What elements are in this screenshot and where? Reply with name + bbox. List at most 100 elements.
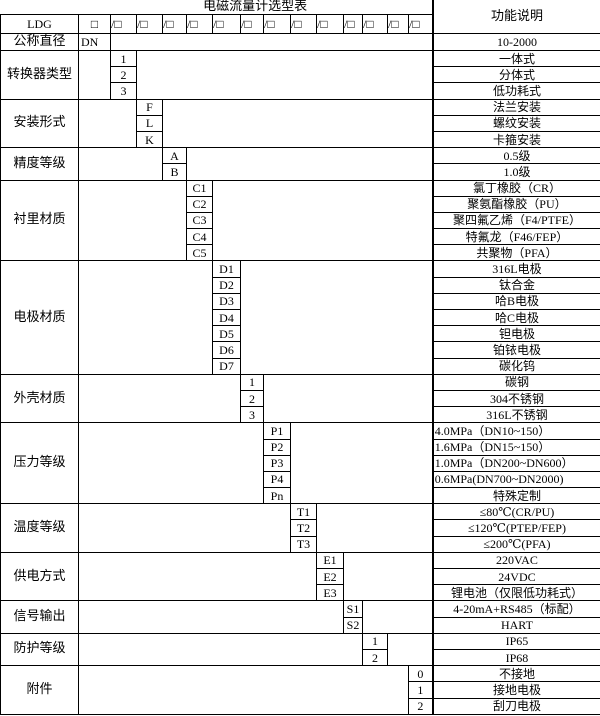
- option-row: 附件 0 不接地: [0, 665, 600, 715]
- option-description: 不接地: [431, 665, 600, 683]
- option-code: D4: [212, 308, 241, 327]
- option-description: 聚氨酯橡胶（PU）: [431, 195, 600, 213]
- option-code: 3: [240, 406, 264, 424]
- nominal-diameter-label: 公称直径: [0, 33, 79, 51]
- option-code: S2: [343, 616, 363, 634]
- option-row: 信号输出 S1 4-20mA+RS485（标配）: [0, 600, 600, 634]
- option-row: 衬里材质 C1 氯丁橡胶（CR）: [0, 179, 600, 262]
- option-code: L: [136, 114, 163, 132]
- option-code: A: [162, 147, 187, 165]
- option-description: 铂铱电极: [431, 341, 600, 359]
- option-code: D3: [212, 292, 241, 311]
- model-slot: /□: [186, 14, 213, 34]
- blank-cell: [78, 665, 409, 715]
- blank-cell: [161, 98, 434, 149]
- option-code: 3: [110, 82, 137, 100]
- blank-cell: [239, 260, 434, 375]
- option-description: IP68: [431, 648, 600, 667]
- nominal-diameter-code: DN: [78, 33, 111, 51]
- model-slot: /□: [343, 14, 363, 34]
- option-row: D6 铂铱电极: [1, 341, 600, 359]
- option-row: 3 低功耗式: [1, 82, 600, 100]
- option-description: 1.0MPa（DN200~DN600）: [431, 454, 600, 472]
- group-label: 附件: [0, 665, 79, 715]
- option-row: 2 刮刀电极: [1, 697, 600, 715]
- blank-cell: [78, 260, 213, 375]
- blank-cell: [315, 503, 434, 553]
- blank-cell: [185, 147, 434, 181]
- option-code: F: [136, 98, 163, 116]
- blank-cell: [78, 503, 291, 553]
- model-slot: /□: [316, 14, 344, 34]
- option-code: D2: [212, 276, 241, 294]
- model-slot: /□: [362, 14, 388, 34]
- model-slot: /□: [290, 14, 317, 34]
- option-description: 碳钢: [431, 373, 600, 391]
- option-code: T2: [290, 519, 317, 537]
- option-description: 卡箍安装: [431, 130, 600, 149]
- option-description: 接地电极: [431, 681, 600, 699]
- option-code: 1: [240, 373, 264, 391]
- option-row: 转换器类型 1 一体式: [0, 49, 600, 100]
- group-label: 外壳材质: [0, 373, 79, 424]
- option-row: 精度等级 A 0.5级: [0, 147, 600, 181]
- option-row: 防护等级 1 IP65: [0, 632, 600, 667]
- model-slot: /□: [407, 14, 434, 34]
- option-code: B: [162, 163, 187, 181]
- title-row: 电磁流量计选型表 功能说明: [0, 0, 600, 34]
- option-description: 0.6MPa(DN700~DN2000): [431, 470, 600, 489]
- group-label: 衬里材质: [0, 179, 79, 262]
- option-description: 特殊定制: [431, 487, 600, 505]
- option-code: 1: [110, 49, 137, 68]
- option-code: P2: [263, 438, 291, 456]
- model-prefix: LDG: [0, 14, 79, 34]
- option-code: 2: [240, 389, 264, 408]
- nominal-diameter-row: 公称直径 DN 10-2000: [0, 33, 600, 51]
- model-slot: /□: [263, 14, 291, 34]
- option-code: P4: [263, 470, 291, 489]
- option-row: E3 锂电池（仅限低功耗式）: [1, 584, 600, 602]
- option-code: E1: [316, 551, 344, 570]
- model-code-row: LDG □ /□/□/□/□/□/□/□/□/□/□/□/□/□: [0, 14, 600, 34]
- blank-cell: [109, 33, 434, 51]
- option-row: 温度等级 T1 ≤80℃(CR/PU): [0, 503, 600, 553]
- model-box: □: [78, 14, 111, 34]
- option-description: ≤200℃(PFA): [431, 535, 600, 553]
- option-code: 0: [407, 665, 434, 683]
- option-code: P1: [263, 422, 291, 440]
- option-code: T1: [290, 503, 317, 521]
- option-description: 聚四氟乙烯（F4/PTFE）: [431, 211, 600, 230]
- blank-cell: [342, 551, 434, 602]
- blank-cell: [135, 50, 434, 100]
- model-slot: /□: [136, 14, 163, 34]
- option-description: 钽电极: [431, 325, 600, 343]
- option-code: D7: [212, 357, 241, 375]
- option-description: 锂电池（仅限低功耗式）: [431, 584, 600, 602]
- option-code: S1: [343, 600, 363, 618]
- option-description: 特氟龙（F46/FEP）: [431, 228, 600, 246]
- option-row: 供电方式 E1 220VAC: [0, 551, 600, 602]
- group-label: 精度等级: [0, 147, 79, 181]
- option-description: 低功耗式: [431, 82, 600, 100]
- blank-cell: [386, 632, 434, 667]
- blank-cell: [78, 50, 111, 100]
- option-row: K 卡箍安装: [1, 130, 600, 149]
- group-label: 供电方式: [0, 551, 79, 602]
- blank-cell: [262, 373, 434, 424]
- option-code: 1: [407, 681, 434, 699]
- option-row: 电极材质 D1 316L电极: [0, 260, 600, 375]
- option-row: 压力等级 P1 4.0MPa（DN10~150）: [0, 422, 600, 505]
- blank-cell: [361, 600, 434, 634]
- function-header: 功能说明: [431, 0, 600, 34]
- option-row: T3 ≤200℃(PFA): [1, 535, 600, 553]
- option-code: P3: [263, 454, 291, 472]
- option-code: D6: [212, 341, 241, 359]
- option-description: 304不锈钢: [431, 389, 600, 408]
- option-description: 24VDC: [431, 567, 600, 586]
- option-code: E2: [316, 567, 344, 586]
- blank-cell: [78, 551, 317, 602]
- option-description: 4-20mA+RS485（标配）: [431, 600, 600, 618]
- option-description: HART: [431, 616, 600, 634]
- model-slot: /□: [162, 14, 187, 34]
